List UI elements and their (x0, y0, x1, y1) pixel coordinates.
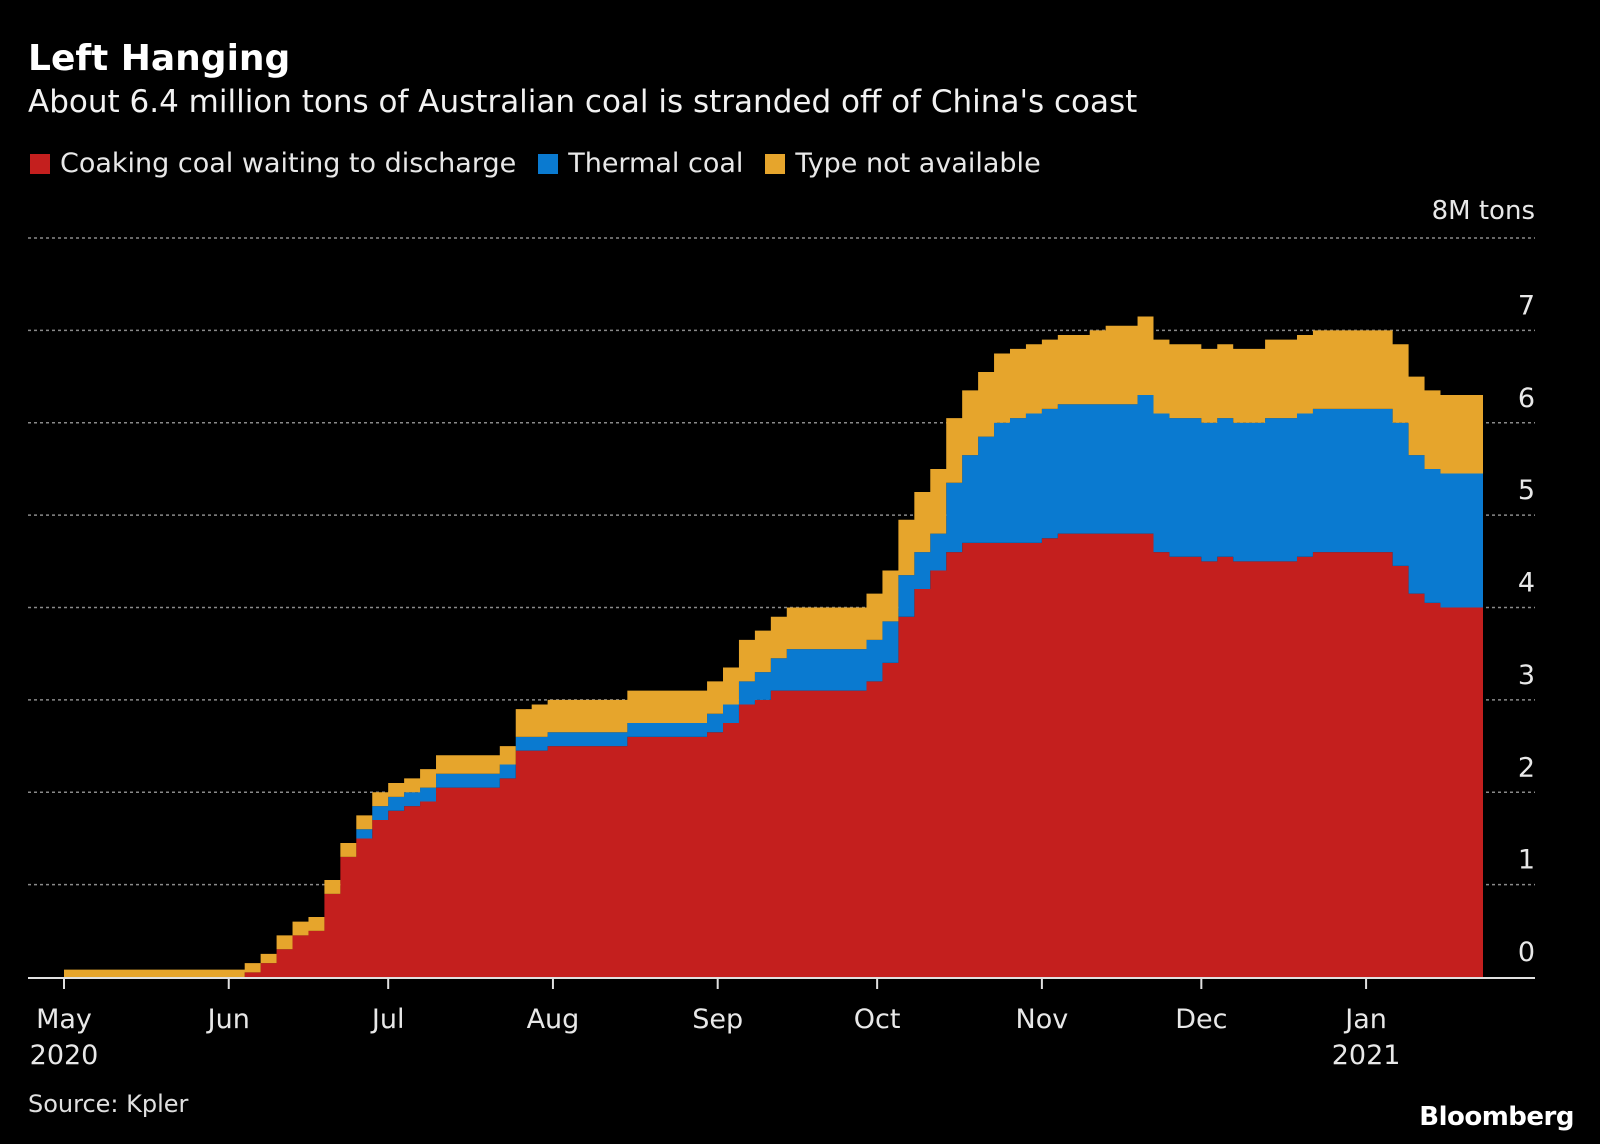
axes: 0 1 2 3 4 5 6 7 8M tons May 2020 Jun Jul Aug Sep Oct Nov… (28, 196, 1535, 1071)
x-tick-label: May (36, 1004, 92, 1035)
chart-subtitle: About 6.4 million tons of Australian coa… (28, 84, 1138, 120)
y-tick-label: 7 (1518, 290, 1535, 321)
legend-item-thermal: Thermal coal (538, 148, 743, 179)
y-tick-label: 4 (1518, 568, 1535, 599)
x-tick-label: Oct (854, 1004, 901, 1035)
x-tick-label: Aug (527, 1004, 580, 1035)
x-tick-label: Sep (692, 1004, 743, 1035)
x-tick-year-label: 2020 (30, 1040, 99, 1071)
chart-title: Left Hanging (28, 38, 291, 79)
y-tick-label: 1 (1518, 845, 1535, 876)
area-type-not-available (64, 316, 1483, 977)
area-series (64, 316, 1483, 978)
y-tick-label: 5 (1518, 475, 1535, 506)
legend-item-type-na: Type not available (765, 148, 1041, 179)
legend-swatch-type-na (765, 153, 786, 174)
legend-label-thermal: Thermal coal (568, 148, 744, 179)
y-tick-label: 2 (1518, 752, 1535, 783)
area-thermal-coal (64, 395, 1483, 978)
x-tick-label: Jun (206, 1004, 250, 1035)
legend: Coaking coal waiting to discharge Therma… (30, 148, 1063, 179)
y-tick-label: 3 (1518, 660, 1535, 691)
area-coking-coal (64, 533, 1483, 977)
source-note: Source: Kpler (28, 1090, 189, 1118)
y-tick-label: 8M tons (1432, 196, 1535, 226)
x-tick-label: Dec (1175, 1004, 1227, 1035)
legend-label-type-na: Type not available (795, 148, 1041, 179)
y-tick-label: 6 (1518, 383, 1535, 414)
y-tick-label: 0 (1518, 937, 1535, 968)
legend-label-coking: Coaking coal waiting to discharge (60, 148, 517, 179)
legend-item-coking: Coaking coal waiting to discharge (30, 148, 516, 179)
bloomberg-logo: Bloomberg (1419, 1102, 1574, 1132)
legend-swatch-thermal (538, 153, 559, 174)
x-tick-year-label: 2021 (1332, 1040, 1401, 1071)
legend-swatch-coking (30, 153, 50, 174)
x-tick-label: Jul (370, 1004, 405, 1035)
x-tick-label: Nov (1016, 1004, 1069, 1035)
x-tick-label: Jan (1343, 1004, 1387, 1035)
